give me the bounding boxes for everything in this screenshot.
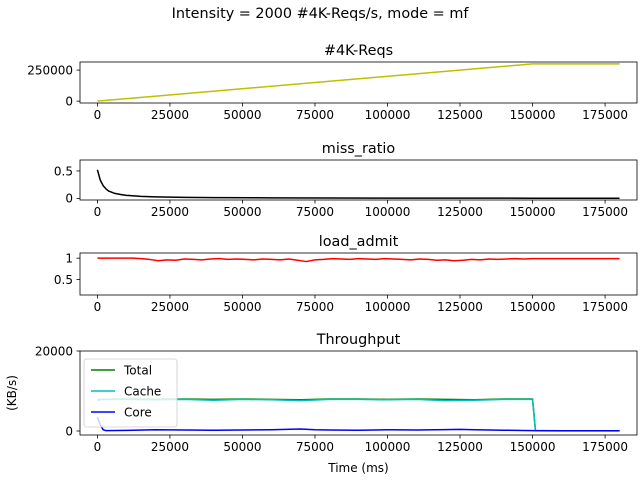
axes-frame xyxy=(79,159,638,201)
y-tick-label: 250000 xyxy=(27,63,73,77)
series-line-1 xyxy=(96,169,620,199)
subplot-title: Throughput xyxy=(316,332,401,348)
figure-suptitle: Intensity = 2000 #4K-Reqs/s, mode = mf xyxy=(172,6,470,22)
y-tick-label: 0 xyxy=(65,192,73,206)
x-tick-label: 150000 xyxy=(510,300,556,314)
x-tick-label: 125000 xyxy=(437,440,483,454)
subplot-title: miss_ratio xyxy=(322,141,396,157)
legend: Total Cache Core xyxy=(83,358,178,428)
x-tick-label: 0 xyxy=(94,108,102,122)
axes-frame xyxy=(79,350,638,436)
x-tick-label: 175000 xyxy=(582,300,628,314)
x-tick-label: 100000 xyxy=(365,300,411,314)
series-line-1 xyxy=(97,63,620,102)
x-tick-label: 125000 xyxy=(437,108,483,122)
y-tick-label: 0 xyxy=(65,94,73,108)
subplot-1: #4K-Reqs 0 25000 50000 75000 100000 125000 1500… xyxy=(27,43,638,122)
axes-frame xyxy=(79,61,638,104)
x-tick-label: 25000 xyxy=(151,440,189,454)
y-tick-label: 20000 xyxy=(35,344,73,358)
x-tick-label: 75000 xyxy=(296,205,334,219)
x-tick-label: 75000 xyxy=(296,300,334,314)
legend-frame xyxy=(83,358,178,428)
subplot-3: load_admit 0 25000 50000 75000 100000 125000 15… xyxy=(54,234,638,314)
legend-label: Cache xyxy=(124,384,161,398)
legend-label: Core xyxy=(124,405,152,419)
series-line-core xyxy=(96,416,620,432)
x-tick-label: 125000 xyxy=(437,205,483,219)
y-tick-label: 0.5 xyxy=(54,164,73,178)
x-tick-label: 100000 xyxy=(365,108,411,122)
x-tick-label: 175000 xyxy=(582,440,628,454)
axes-frame xyxy=(79,252,638,296)
legend-label: Total xyxy=(123,363,152,377)
x-tick-label: 75000 xyxy=(296,440,334,454)
x-tick-label: 150000 xyxy=(510,108,556,122)
x-tick-label: 150000 xyxy=(510,440,556,454)
x-tick-label: 50000 xyxy=(223,440,261,454)
x-tick-label: 0 xyxy=(94,300,102,314)
x-tick-label: 150000 xyxy=(510,205,556,219)
x-tick-label: 175000 xyxy=(582,205,628,219)
x-axis-label: Time (ms) xyxy=(327,461,389,475)
x-tick-label: 175000 xyxy=(582,108,628,122)
x-tick-label: 50000 xyxy=(223,205,261,219)
x-tick-label: 125000 xyxy=(437,300,483,314)
x-tick-label: 50000 xyxy=(223,300,261,314)
subplot-2: miss_ratio 0 25000 50000 75000 100000 125000 15… xyxy=(54,141,638,219)
subplot-4: Throughput 0 25000 50000 75000 100000 125000 15… xyxy=(5,332,638,475)
x-tick-label: 75000 xyxy=(296,108,334,122)
subplot-title: load_admit xyxy=(319,234,399,250)
y-tick-label: 1 xyxy=(65,251,73,265)
x-tick-label: 25000 xyxy=(151,300,189,314)
y-axis-label: (KB/s) xyxy=(5,375,19,411)
x-tick-label: 0 xyxy=(94,205,102,219)
x-tick-label: 25000 xyxy=(151,205,189,219)
series-line-1 xyxy=(97,257,620,263)
y-tick-label: 0 xyxy=(65,424,73,438)
subplot-title: #4K-Reqs xyxy=(324,43,393,59)
x-tick-label: 25000 xyxy=(151,108,189,122)
y-tick-label: 0.5 xyxy=(54,273,73,287)
x-tick-label: 50000 xyxy=(223,108,261,122)
x-tick-label: 100000 xyxy=(365,440,411,454)
x-tick-label: 100000 xyxy=(365,205,411,219)
x-tick-label: 0 xyxy=(94,440,102,454)
